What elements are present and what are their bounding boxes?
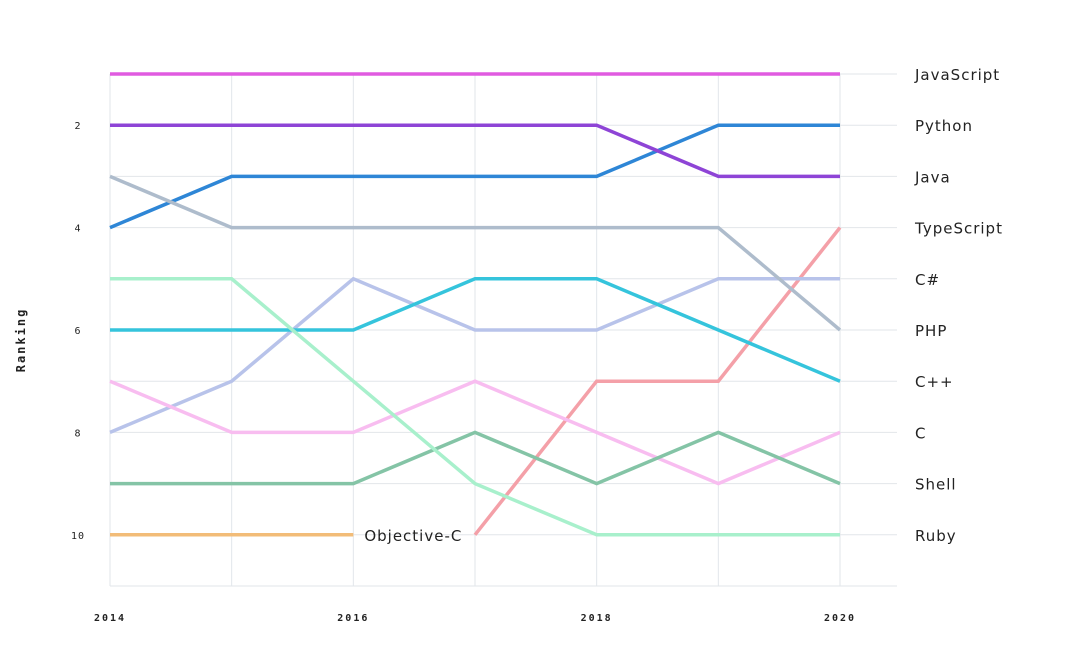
series-label: Ruby (915, 527, 957, 545)
y-tick-label: 4 (74, 224, 81, 235)
series-line-python (109, 123, 840, 230)
series-label: Python (915, 117, 973, 135)
x-tick-label: 2018 (581, 613, 613, 624)
x-tick-label: 2020 (824, 613, 856, 624)
series-label: TypeScript (914, 220, 1003, 238)
series-label: JavaScript (914, 66, 1000, 84)
series-line-c (109, 379, 841, 486)
series-label: C++ (915, 373, 954, 391)
x-tick-label: 2014 (94, 613, 126, 624)
series-line-php (109, 174, 842, 332)
series-label: Java (914, 168, 951, 186)
series-label: Shell (915, 476, 957, 494)
series-label: C# (915, 271, 940, 289)
y-axis-label: Ranking (14, 308, 28, 373)
y-tick-label: 6 (74, 326, 81, 337)
y-tick-label: 8 (74, 428, 81, 439)
series-line-csharp (109, 276, 840, 435)
series-annotation: Objective-C (364, 527, 462, 545)
y-tick-label: 2 (74, 121, 81, 132)
series-line-java (110, 123, 840, 179)
y-tick-label: 10 (71, 531, 85, 542)
series-line-cpp (110, 277, 841, 383)
series-layer (109, 72, 842, 537)
series-line-ruby (110, 277, 840, 537)
series-line-shell (110, 430, 841, 486)
series-label: PHP (915, 322, 947, 340)
series-label: C (915, 424, 926, 442)
label-layer: 2 4 6 8 10 2014 2016 2018 2020 JavaScript Python Ja… (71, 66, 1003, 624)
x-tick-label: 2016 (337, 613, 369, 624)
